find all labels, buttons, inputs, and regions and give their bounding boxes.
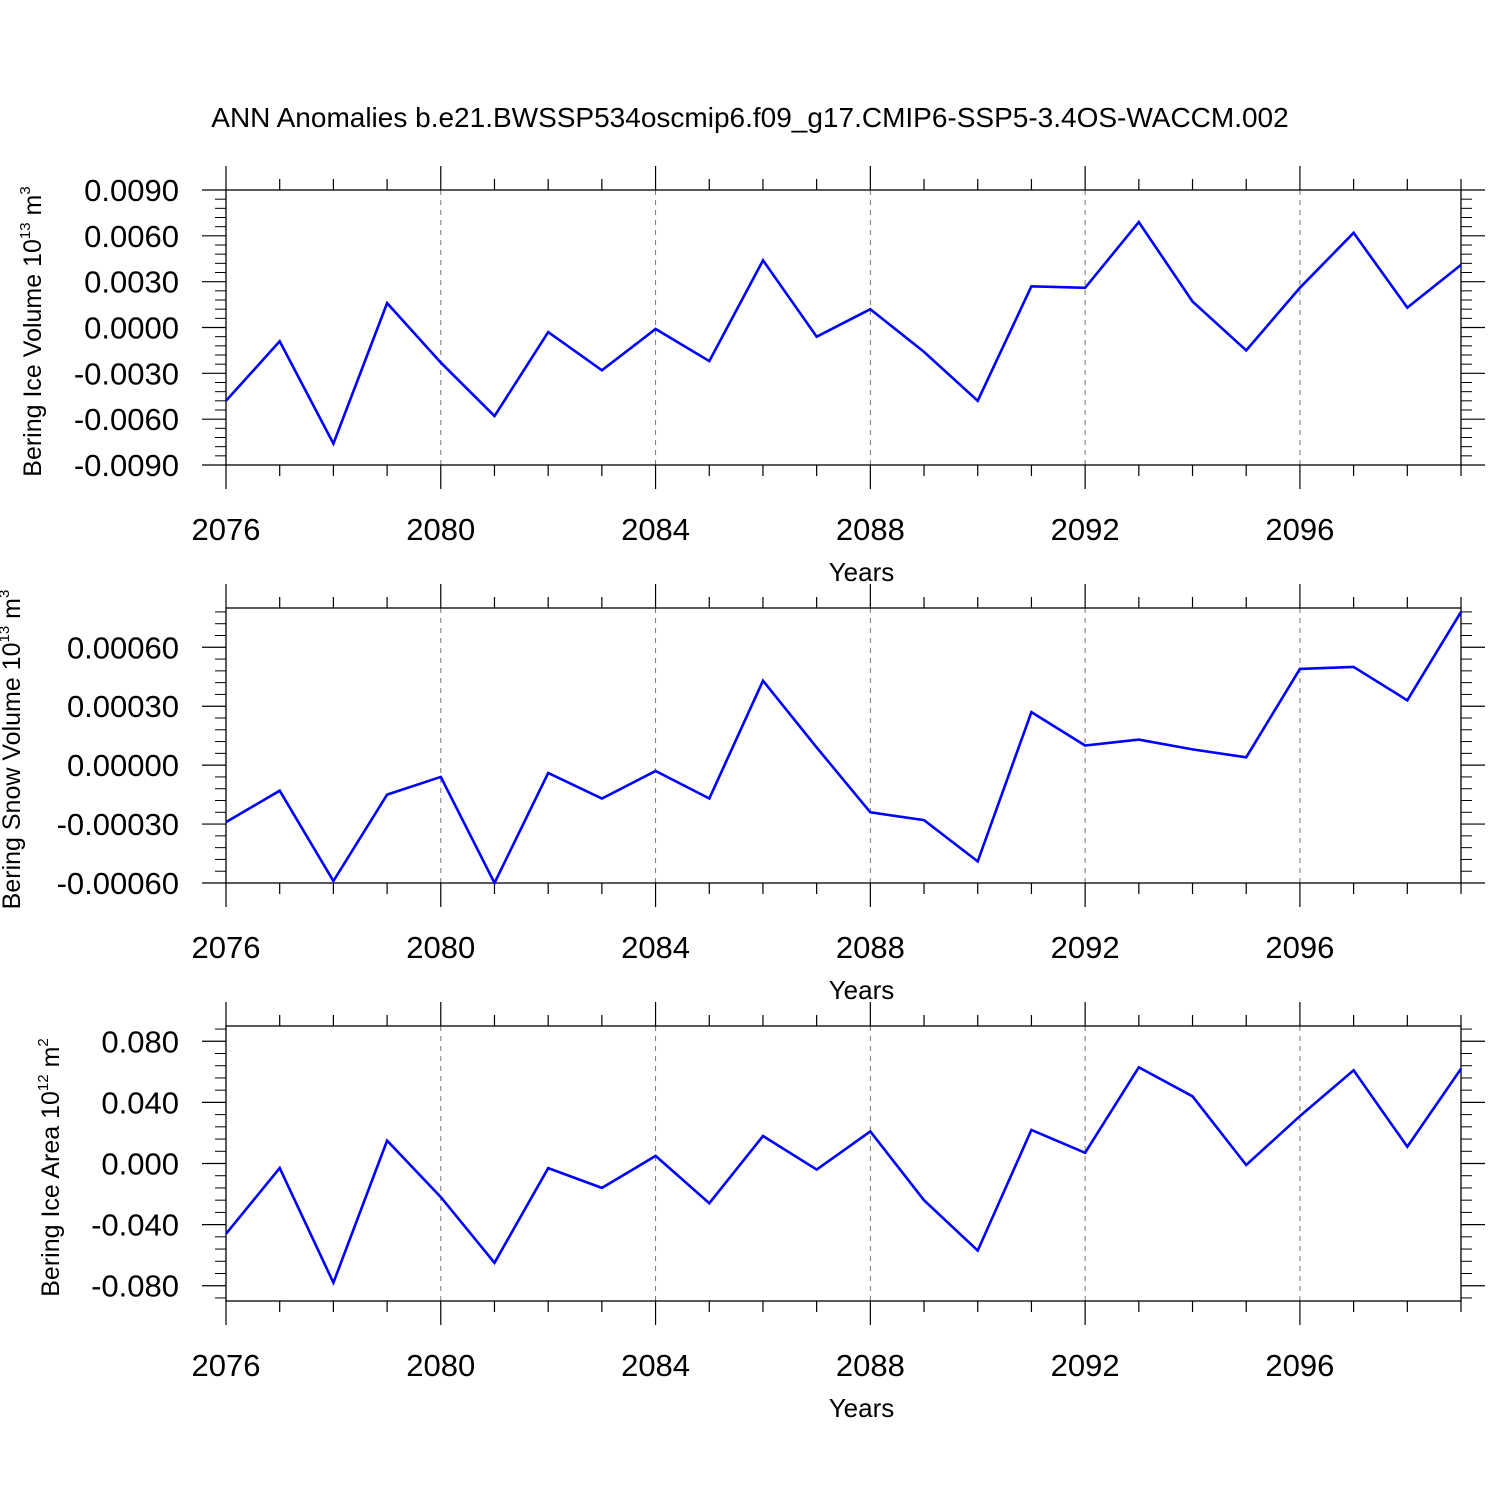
y-tick-label: 0.000: [101, 1147, 179, 1182]
x-tick-label: 2084: [621, 1348, 690, 1383]
x-tick-label: 2096: [1265, 1348, 1334, 1383]
y-axis-label-part: Bering Ice Volume 10: [19, 239, 47, 477]
y-tick-label: -0.0030: [74, 356, 179, 391]
y-tick-label: 0.040: [101, 1085, 179, 1120]
y-axis-label-part: Bering Snow Volume 10: [0, 642, 26, 909]
x-tick-label: 2092: [1051, 1348, 1120, 1383]
y-axis-label-superscript: 13: [17, 222, 34, 239]
y-tick-label: 0.0000: [84, 311, 179, 346]
x-tick-label: 2088: [836, 1348, 905, 1383]
x-tick-label: 2088: [836, 512, 905, 547]
x-tick-label: 2080: [406, 512, 475, 547]
chart-title: ANN Anomalies b.e21.BWSSP534oscmip6.f09_…: [211, 102, 1288, 133]
x-tick-label: 2080: [406, 930, 475, 965]
y-tick-label: 0.0030: [84, 265, 179, 300]
y-tick-label: -0.00060: [57, 866, 179, 901]
panels: -0.0090 -0.0060 -0.0030 0.0000 0.0030 0.0060 0…: [0, 166, 1485, 1423]
series-line: [224, 1065, 1463, 1287]
x-tick-label: 2080: [406, 1348, 475, 1383]
y-tick-label: -0.00030: [57, 807, 179, 842]
y-tick-label: -0.040: [91, 1208, 179, 1243]
y-axis-label-superscript: 2: [35, 1038, 52, 1046]
x-tick-label: 2076: [192, 512, 261, 547]
y-axis-label: Bering Ice Area 1012 m2: [35, 1038, 65, 1297]
plot-frame: [225, 607, 1462, 884]
x-tick-label: 2088: [836, 930, 905, 965]
y-tick-label: -0.0060: [74, 402, 179, 437]
x-tick-label: 2096: [1265, 512, 1334, 547]
y-axis-label-superscript: 3: [0, 590, 13, 598]
y-axis-label-superscript: 12: [35, 1074, 52, 1091]
y-tick-label: 0.00060: [67, 630, 179, 665]
panel-3: -0.080 -0.040 0.000 0.040 0.080 2076 2080 2084 2…: [35, 1002, 1485, 1423]
x-tick-label: 2084: [621, 512, 690, 547]
y-axis-label-part: m: [37, 1047, 65, 1075]
x-tick-label: 2076: [192, 1348, 261, 1383]
panel-2: -0.00060 -0.00030 0.00000 0.00030 0.00060 207…: [0, 584, 1485, 1005]
y-tick-label: -0.080: [91, 1269, 179, 1304]
y-axis-label-part: Bering Ice Area 10: [37, 1091, 65, 1297]
y-axis-label: Bering Snow Volume 1013 m3: [0, 590, 26, 910]
y-axis-label: Bering Ice Volume 1013 m3: [17, 186, 47, 476]
y-tick-label: 0.0060: [84, 219, 179, 254]
y-axis-label-part: m: [19, 195, 47, 223]
y-axis-label-superscript: 13: [0, 626, 13, 643]
x-axis-label: Years: [829, 975, 895, 1005]
x-tick-label: 2076: [192, 930, 261, 965]
y-tick-label: 0.00030: [67, 689, 179, 724]
x-axis-label: Years: [829, 557, 895, 587]
panel-1: -0.0090 -0.0060 -0.0030 0.0000 0.0030 0.0060 0…: [17, 166, 1485, 587]
y-tick-label: -0.0090: [74, 448, 179, 483]
series-line: [225, 219, 1462, 447]
x-tick-label: 2096: [1265, 930, 1334, 965]
x-tick-label: 2092: [1051, 930, 1120, 965]
y-axis-label-part: m: [0, 598, 26, 626]
y-axis-label-superscript: 3: [17, 186, 34, 194]
plot-frame: [225, 1025, 1462, 1302]
series-line: [225, 611, 1463, 886]
x-axis-label: Years: [829, 1393, 895, 1423]
x-tick-label: 2084: [621, 930, 690, 965]
y-tick-label: 0.00000: [67, 748, 179, 783]
plot-frame: [225, 189, 1462, 466]
y-tick-label: 0.0090: [84, 173, 179, 208]
x-tick-label: 2092: [1051, 512, 1120, 547]
y-tick-label: 0.080: [101, 1024, 179, 1059]
